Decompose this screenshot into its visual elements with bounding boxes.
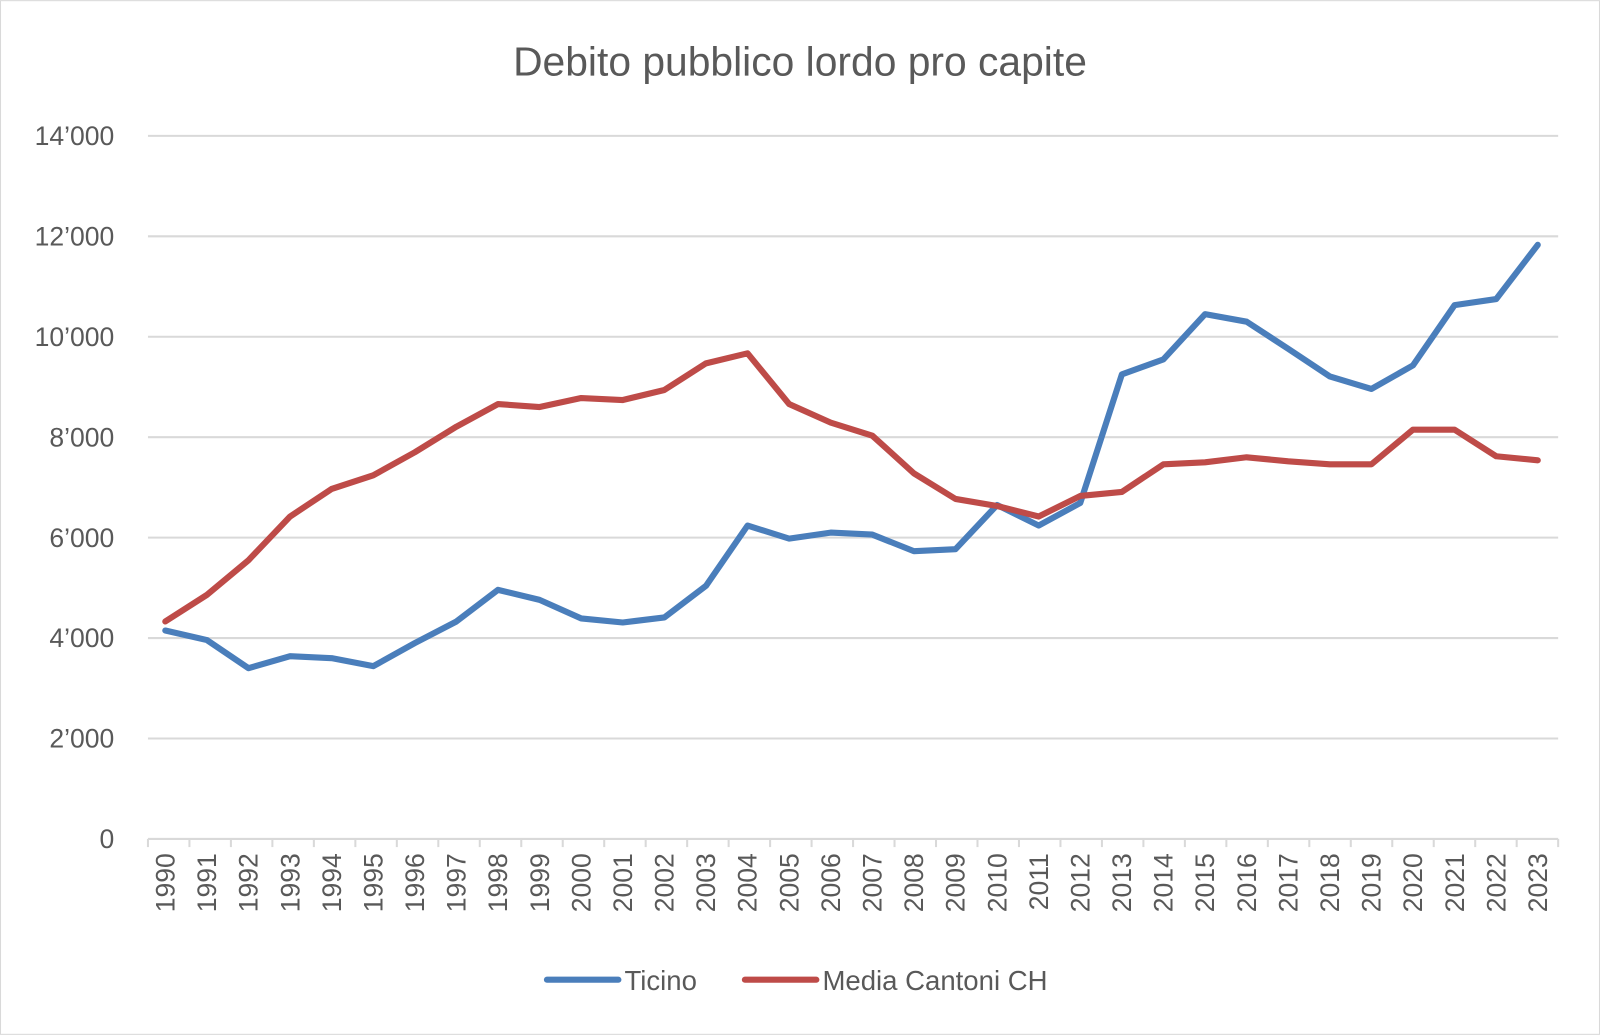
legend: Ticino Media Cantoni CH	[543, 965, 1048, 996]
series-lines	[162, 241, 1541, 672]
y-tick-label: 8’000	[49, 422, 114, 452]
series-line-ticino	[162, 241, 1541, 672]
x-tick-label: 2023	[1523, 853, 1553, 912]
x-tick-label: 2020	[1398, 853, 1428, 912]
x-tick-label: 1999	[525, 853, 555, 912]
x-tick-label: 2012	[1065, 853, 1095, 912]
x-tick-label: 1991	[192, 853, 222, 912]
x-tick-label: 2003	[691, 853, 721, 912]
y-axis: 0 2’000 4’000 6’000 8’000 10’000 12’000 14’000	[35, 121, 115, 854]
x-tick-label: 2013	[1107, 853, 1137, 912]
gridlines	[147, 134, 1559, 840]
x-tick-label: 1994	[317, 853, 347, 912]
x-tick-label: 2015	[1190, 853, 1220, 912]
x-tick-label: 2008	[899, 853, 929, 912]
x-tick-label: 2001	[608, 853, 638, 912]
y-tick-label: 12’000	[35, 221, 115, 251]
legend-label: Ticino	[624, 965, 696, 996]
x-tick-label: 2018	[1315, 853, 1345, 912]
x-tick-label: 2014	[1149, 853, 1179, 912]
y-tick-label: 4’000	[49, 623, 114, 653]
x-tick-label: 2002	[650, 853, 680, 912]
x-tick-label: 2004	[733, 853, 763, 912]
x-tick-label: 1998	[483, 853, 513, 912]
x-tick-label: 2011	[1024, 853, 1054, 910]
x-tick-label: 1990	[150, 853, 180, 912]
y-tick-label: 2’000	[49, 724, 114, 754]
x-tick-label: 2017	[1273, 853, 1303, 912]
x-tick-label: 1992	[234, 853, 264, 912]
y-tick-label: 6’000	[49, 523, 114, 553]
x-tick-label: 1993	[275, 853, 305, 912]
x-tick-label: 2016	[1232, 853, 1262, 912]
x-tick-label: 2005	[774, 853, 804, 912]
y-tick-label: 0	[100, 824, 115, 854]
x-tick-label: 1996	[400, 853, 430, 912]
x-tick-label: 1997	[442, 853, 472, 912]
x-tick-label: 2019	[1357, 853, 1387, 912]
y-tick-label: 14’000	[35, 121, 115, 151]
x-tick-label: 2021	[1440, 853, 1470, 912]
x-axis: 1990 1991 1992 1993 1994 1995 1996 1997 1998 1999…	[146, 838, 1560, 912]
x-tick-label: 2000	[566, 853, 596, 912]
x-tick-label: 2009	[941, 853, 971, 912]
x-tick-label: 1995	[358, 853, 388, 912]
legend-label: Media Cantoni CH	[822, 965, 1047, 996]
x-tick-label: 2007	[858, 853, 888, 912]
x-tick-label: 2006	[816, 853, 846, 912]
chart-title: Debito pubblico lordo pro capite	[513, 39, 1087, 85]
y-tick-label: 10’000	[35, 322, 115, 352]
series-line-media-cantoni-ch	[162, 350, 1541, 625]
x-tick-label: 2010	[982, 853, 1012, 912]
x-tick-label: 2022	[1481, 853, 1511, 912]
